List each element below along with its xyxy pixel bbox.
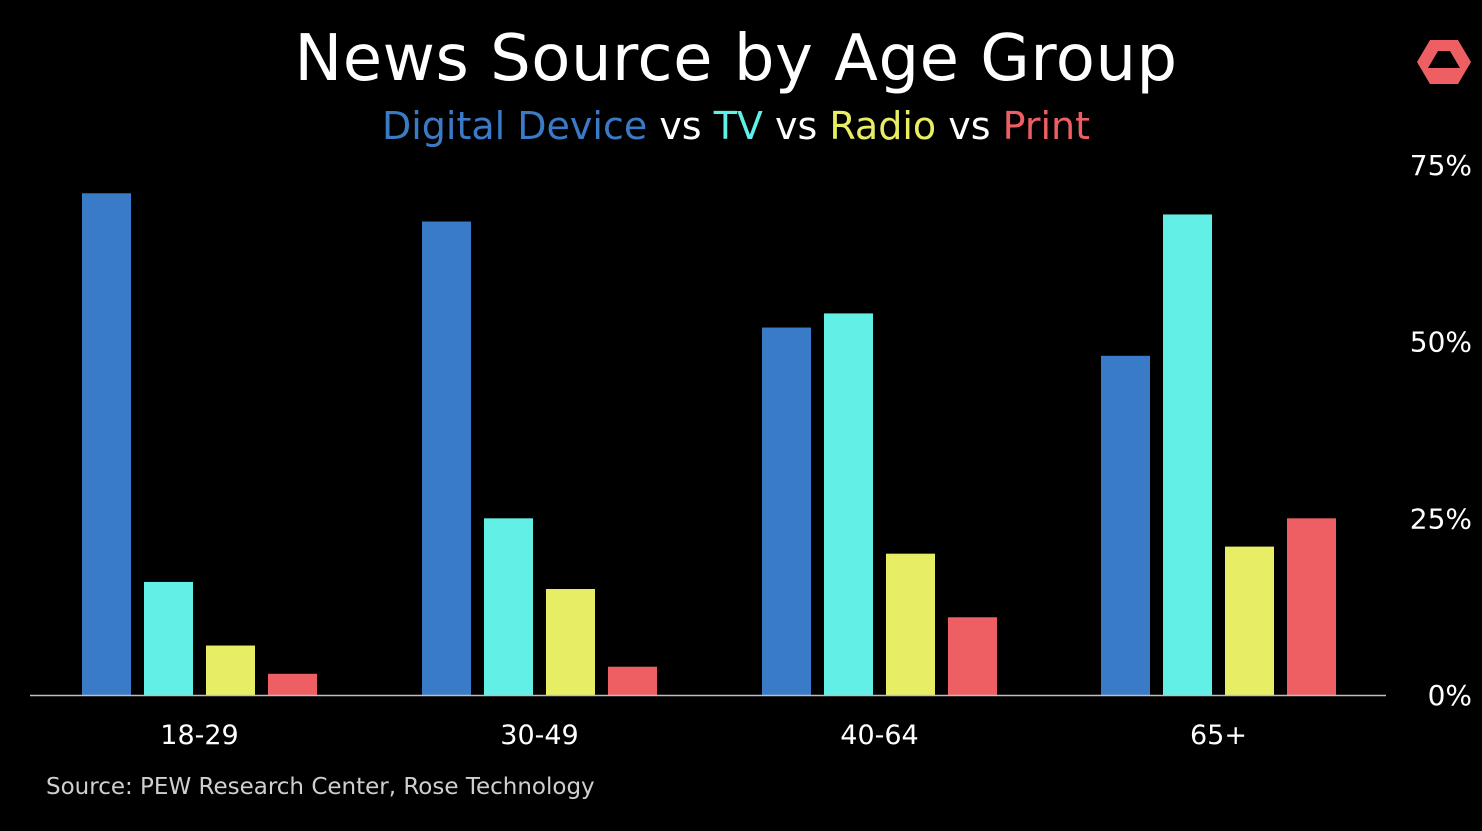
bar-print-30-49: [608, 666, 657, 695]
rose-technology-logo-icon: [1417, 40, 1471, 84]
bar-digital-device-40-64: [762, 327, 811, 695]
bar-print-18-29: [268, 673, 317, 695]
bar-radio-40-64: [886, 553, 935, 695]
bar-digital-device-18-29: [82, 193, 131, 695]
bar-tv-40-64: [824, 313, 873, 695]
bar-print-40-64: [948, 617, 997, 695]
y-tick-label: 75%: [1410, 149, 1472, 182]
bar-print-65+: [1287, 518, 1336, 695]
bar-radio-65+: [1225, 546, 1274, 695]
chart-subtitle: Digital Device vs TV vs Radio vs Print: [0, 104, 1472, 148]
bar-digital-device-65+: [1101, 355, 1150, 695]
y-tick-label: 50%: [1410, 326, 1472, 359]
subtitle-segment: vs: [647, 104, 714, 148]
source-note: Source: PEW Research Center, Rose Techno…: [46, 774, 595, 800]
x-tick-label: 18-29: [160, 720, 238, 751]
x-tick-label: 65+: [1190, 720, 1247, 751]
subtitle-segment: vs: [762, 104, 830, 148]
bar-radio-30-49: [546, 589, 595, 695]
y-tick-label: 25%: [1410, 502, 1472, 535]
subtitle-segment: Digital Device: [381, 104, 648, 148]
bar-tv-18-29: [144, 581, 193, 695]
subtitle-segment: TV: [713, 104, 763, 148]
bar-tv-65+: [1163, 214, 1212, 695]
chart-title: News Source by Age Group: [294, 22, 1178, 96]
subtitle-segment: Print: [1002, 104, 1091, 148]
bar-tv-30-49: [484, 518, 533, 695]
subtitle-segment: vs: [936, 104, 1003, 148]
y-tick-label: 0%: [1428, 679, 1472, 712]
bar-radio-18-29: [206, 645, 255, 695]
subtitle-segment: Radio: [829, 104, 937, 148]
x-tick-label: 30-49: [500, 720, 578, 751]
x-tick-label: 40-64: [840, 720, 918, 751]
bar-digital-device-30-49: [422, 221, 471, 696]
